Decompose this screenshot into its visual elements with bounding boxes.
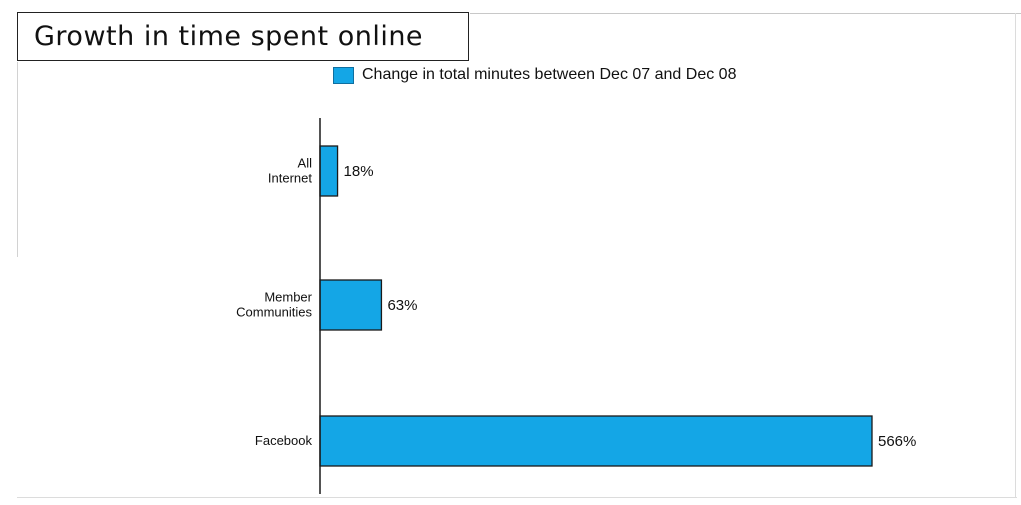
frame-right-border: [1015, 13, 1016, 498]
category-label: Member Communities: [236, 290, 313, 320]
category-label: All Internet: [268, 156, 312, 186]
frame-left-border: [17, 62, 18, 257]
value-label: 63%: [387, 297, 417, 314]
bar-member-communities: [319, 279, 383, 331]
bar-all-internet: [319, 145, 339, 197]
frame-bottom-border: [17, 497, 1017, 498]
legend: Change in total minutes between Dec 07 a…: [333, 64, 736, 86]
value-label: 566%: [878, 433, 916, 450]
bar-facebook: [319, 415, 873, 467]
value-label: 18%: [344, 163, 374, 180]
category-label: Facebook: [255, 433, 313, 448]
legend-label: Change in total minutes between Dec 07 a…: [362, 66, 737, 83]
legend-swatch: [333, 66, 354, 84]
frame-top-border: [470, 13, 1021, 14]
chart-title: Growth in time spent online: [17, 12, 469, 61]
